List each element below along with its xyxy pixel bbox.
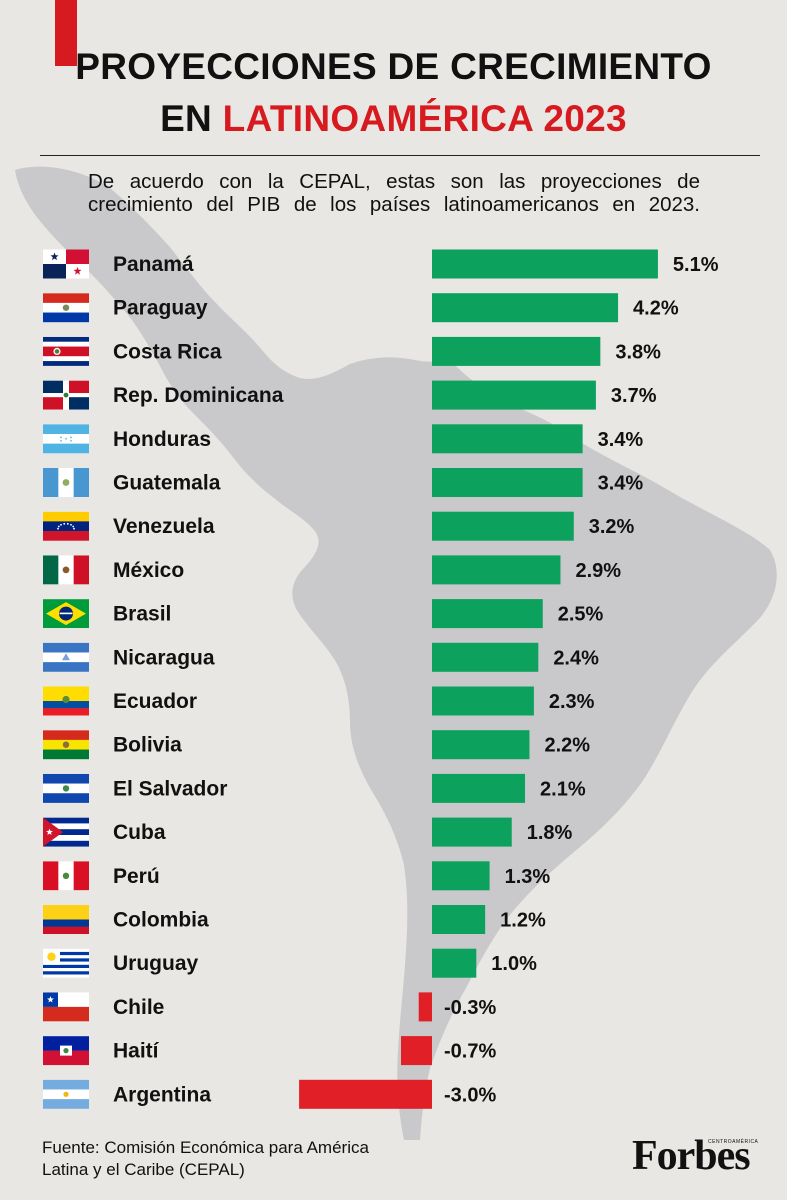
country-label: Chile — [113, 996, 164, 1019]
growth-bar-chart: Panamá 5.1% Paraguay 4.2% Costa Rica 3.8% Rep.… — [43, 249, 719, 1109]
peru-flag-icon — [43, 861, 89, 891]
latin-america-map-background — [15, 166, 777, 1141]
source-line-1: Fuente: Comisión Económica para América — [42, 1138, 369, 1157]
bolivia-flag-icon — [43, 730, 89, 760]
country-label: Guatemala — [113, 472, 221, 495]
country-label: Uruguay — [113, 952, 199, 975]
bar — [432, 555, 561, 585]
el-salvador-flag-icon — [43, 773, 89, 803]
value-label: 2.4% — [553, 647, 599, 669]
value-label: 3.4% — [598, 473, 644, 495]
bar — [418, 992, 432, 1022]
value-label: 2.9% — [575, 560, 621, 582]
source-line-2: Latina y el Caribe (CEPAL) — [42, 1160, 245, 1179]
country-label: Honduras — [113, 428, 211, 451]
bar — [432, 730, 530, 760]
panama-flag-icon — [43, 249, 89, 279]
country-label: Paraguay — [113, 297, 208, 320]
honduras-flag-icon — [43, 424, 89, 454]
title-line-2: EN LATINOAMÉRICA 2023 — [0, 99, 787, 139]
value-label: 1.0% — [491, 953, 537, 975]
haiti-flag-icon — [43, 1036, 89, 1066]
country-label: Rep. Dominicana — [113, 384, 284, 407]
value-label: 1.8% — [527, 822, 573, 844]
country-label: Costa Rica — [113, 340, 222, 363]
value-label: 3.7% — [611, 385, 657, 407]
value-label: 3.2% — [589, 516, 635, 538]
cuba-flag-icon — [43, 817, 89, 847]
subtitle: De acuerdo con la CEPAL, estas son las p… — [88, 170, 700, 216]
costa-rica-flag-icon — [43, 336, 89, 366]
country-label: Perú — [113, 865, 160, 888]
value-label: 2.3% — [549, 691, 595, 713]
bar — [432, 773, 526, 803]
value-label: 4.2% — [633, 298, 679, 320]
title-prefix: EN — [160, 98, 223, 139]
colombia-flag-icon — [43, 905, 89, 934]
country-label: Panamá — [113, 253, 194, 276]
bar — [432, 817, 512, 847]
value-label: 3.8% — [615, 341, 661, 363]
bar — [432, 293, 619, 323]
dominican-republic-flag-icon — [43, 380, 89, 410]
mexico-flag-icon — [43, 555, 89, 585]
value-label: 5.1% — [673, 254, 719, 276]
value-label: 1.3% — [505, 866, 551, 888]
value-label: 2.5% — [558, 604, 604, 626]
country-label: Brasil — [113, 603, 171, 626]
bar — [432, 686, 534, 716]
bar — [432, 642, 539, 672]
bar — [432, 599, 543, 629]
accent-bar — [55, 0, 77, 66]
country-label: Ecuador — [113, 690, 197, 713]
bar — [432, 424, 583, 454]
bar — [432, 861, 490, 891]
nicaragua-flag-icon — [43, 642, 89, 672]
country-label: Bolivia — [113, 734, 182, 757]
country-label: Argentina — [113, 1083, 211, 1106]
bar — [432, 511, 574, 541]
argentina-flag-icon — [43, 1079, 89, 1109]
value-label: -0.3% — [444, 997, 496, 1019]
bar — [400, 1036, 432, 1066]
bar — [432, 336, 601, 366]
value-label: 1.2% — [500, 910, 546, 932]
brazil-flag-icon — [43, 599, 89, 629]
ecuador-flag-icon — [43, 686, 89, 716]
title-highlight: LATINOAMÉRICA 2023 — [222, 98, 627, 139]
paraguay-flag-icon — [43, 293, 89, 323]
source-note: Fuente: Comisión Económica para América … — [42, 1137, 412, 1181]
bar — [432, 249, 658, 279]
divider-line — [40, 155, 760, 156]
country-label: México — [113, 559, 184, 582]
value-label: 3.4% — [598, 429, 644, 451]
forbes-logo-sub: CENTROAMÉRICA — [708, 1139, 759, 1145]
guatemala-flag-icon — [43, 468, 89, 497]
country-label: Haití — [113, 1040, 160, 1063]
bar — [299, 1079, 432, 1109]
value-label: 2.2% — [544, 735, 590, 757]
bar — [432, 380, 596, 410]
title-line-1: PROYECCIONES DE CRECIMIENTO — [75, 46, 712, 87]
uruguay-flag-icon — [43, 948, 89, 978]
venezuela-flag-icon — [43, 511, 89, 541]
chile-flag-icon — [43, 992, 89, 1022]
value-label: -3.0% — [444, 1084, 496, 1106]
country-label: Nicaragua — [113, 646, 215, 669]
value-label: 2.1% — [540, 778, 586, 800]
bar — [432, 468, 583, 497]
country-label: Venezuela — [113, 515, 215, 538]
country-label: Cuba — [113, 821, 166, 844]
country-label: El Salvador — [113, 777, 227, 800]
value-label: -0.7% — [444, 1041, 496, 1063]
country-label: Colombia — [113, 909, 209, 932]
forbes-logo: Forbes — [632, 1133, 751, 1179]
bar — [432, 905, 486, 934]
bar — [432, 948, 477, 978]
